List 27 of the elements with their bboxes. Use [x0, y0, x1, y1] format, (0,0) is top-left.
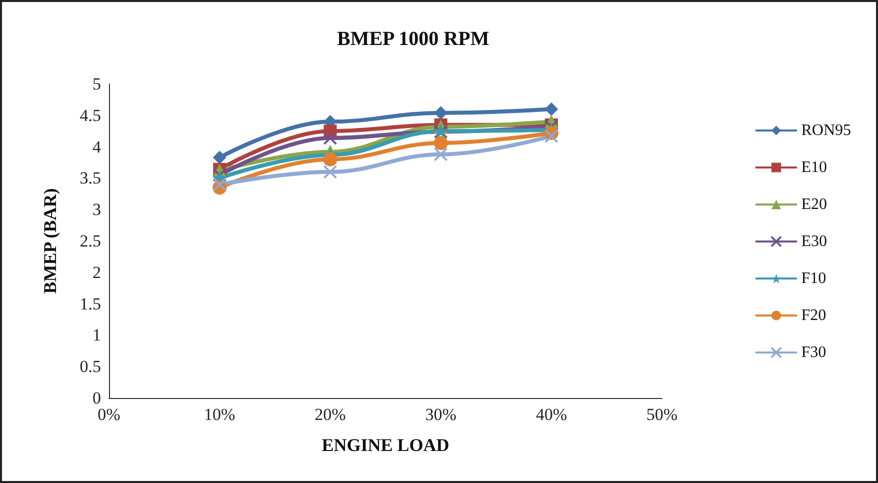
y-tick-label: 1.5 — [80, 294, 101, 314]
y-tick-label: 0.5 — [80, 357, 101, 376]
y-tick-label: 2.5 — [80, 232, 101, 250]
y-axis-title: BMEP (BAR) — [40, 188, 60, 294]
y-tick-label: 0 — [92, 388, 101, 408]
y-tick-label: 4.5 — [80, 106, 101, 125]
legend-label: F20 — [801, 307, 826, 324]
x-tick-label: 50% — [646, 405, 678, 424]
x-tick-label: 30% — [425, 405, 456, 424]
y-tick-label: 3 — [92, 200, 101, 220]
x-axis-title: ENGINE LOAD — [322, 435, 450, 455]
y-tick-label: 2 — [92, 262, 101, 282]
y-tick-label: 4 — [92, 137, 102, 156]
y-tick-label: 5 — [92, 74, 101, 94]
x-tick-label: 40% — [536, 405, 567, 424]
legend-label: E20 — [801, 196, 827, 213]
y-tick-label: 3.5 — [80, 168, 101, 188]
x-tick-label: 0% — [98, 405, 120, 424]
legend-label: F10 — [801, 270, 826, 287]
legend-label: RON95 — [801, 122, 851, 139]
y-tick-label: 1 — [92, 326, 101, 345]
x-tick-label: 10% — [204, 405, 236, 424]
legend-label: E30 — [801, 233, 827, 250]
chart-title: BMEP 1000 RPM — [337, 28, 490, 50]
x-tick-label: 20% — [314, 405, 346, 424]
legend-label: E10 — [801, 159, 827, 176]
legend-label: F30 — [801, 344, 826, 361]
